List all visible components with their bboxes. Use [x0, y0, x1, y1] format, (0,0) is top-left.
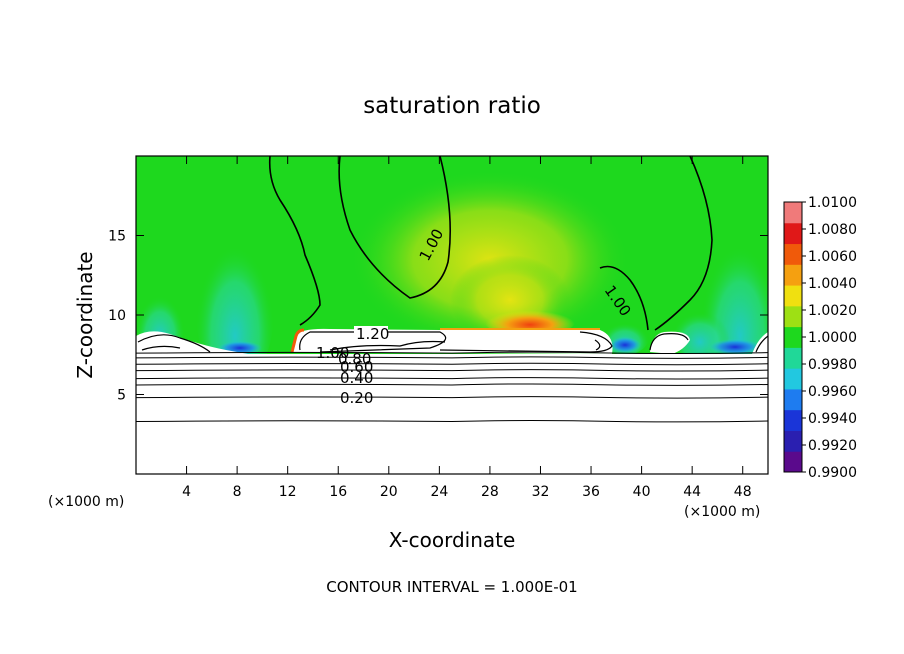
contour-label: 1.00	[316, 344, 349, 362]
x-axis: 4 8 12 16 20 24 28 32 36 40 44 48	[182, 156, 752, 500]
x-tick-label: 16	[329, 484, 347, 500]
y-axis: 5 10 15	[108, 229, 768, 404]
x-unit-note-right: (×1000 m)	[684, 504, 760, 520]
contour-level-line	[136, 383, 768, 386]
colorbar-swatch	[784, 347, 802, 369]
colorbar-tick-label: 1.0000	[808, 330, 857, 346]
x-tick-label: 4	[182, 484, 191, 500]
y-tick-label: 5	[117, 388, 126, 404]
colorbar-tick-label: 0.9980	[808, 357, 857, 373]
x-axis-label: X-coordinate	[389, 528, 516, 552]
x-tick-label: 48	[734, 484, 752, 500]
x-tick-label: 8	[233, 484, 242, 500]
contour-label: 1.20	[356, 325, 389, 343]
contour-level-line	[136, 362, 768, 366]
colorbar-tick-label: 0.9940	[808, 411, 857, 427]
x-tick-label: 36	[582, 484, 600, 500]
colorbar-swatch	[784, 243, 802, 265]
colorbar-tick-label: 0.9960	[808, 384, 857, 400]
contour-level-line	[136, 396, 768, 399]
colorbar-tick-label: 1.0060	[808, 249, 857, 265]
colorbar-swatch	[784, 305, 802, 328]
contour-label: 0.60	[340, 358, 373, 376]
contour-level-line	[136, 351, 768, 355]
colorbar-swatch	[784, 388, 802, 411]
contour-label: 0.80	[338, 350, 371, 368]
plot-area	[136, 156, 768, 474]
contour-labels: 1.00 1.00 1.20 1.00 0.80 0.60 0.40 0.20	[316, 226, 635, 407]
colorbar-swatch	[784, 430, 802, 452]
colorbar-swatch	[784, 326, 802, 348]
y-tick-label: 15	[108, 229, 126, 245]
x-tick-label: 20	[380, 484, 398, 500]
colorbar: 1.0100 1.0080 1.0060 1.0040 1.0020 1.0000 0.99…	[783, 195, 857, 481]
contour-level-line	[136, 377, 768, 380]
x-tick-label: 28	[481, 484, 499, 500]
y-tick-label: 10	[108, 308, 126, 324]
x-tick-label: 32	[532, 484, 550, 500]
contour-interval-footer: CONTOUR INTERVAL = 1.000E-01	[326, 578, 577, 596]
colorbar-tick-label: 1.0080	[808, 222, 857, 238]
colorbar-tick-label: 1.0020	[808, 303, 857, 319]
contour-level-line	[136, 356, 768, 359]
colorbar-swatch	[784, 409, 802, 431]
colorbar-swatch	[784, 222, 802, 245]
x-unit-note: (×1000 m)	[48, 494, 124, 510]
x-tick-label: 40	[633, 484, 651, 500]
chart-title: saturation ratio	[363, 93, 541, 119]
colorbar-swatch	[784, 451, 802, 473]
colorbar-swatch	[784, 285, 802, 307]
y-axis-label: Z-coordinate	[73, 251, 97, 378]
colorbar-swatch	[784, 264, 802, 286]
colorbar-tick-label: 1.0040	[808, 276, 857, 292]
contour-level-line	[136, 420, 768, 423]
contour-label: 0.20	[340, 389, 373, 407]
contour-level-line	[136, 369, 768, 372]
colorbar-tick-label: 1.0100	[808, 195, 857, 211]
colorbar-swatch	[784, 202, 802, 224]
contour-label: 0.40	[340, 369, 373, 387]
x-tick-label: 44	[683, 484, 701, 500]
x-tick-label: 24	[430, 484, 448, 500]
colorbar-tick-label: 0.9920	[808, 438, 857, 454]
colorbar-tick-label: 0.9900	[808, 465, 857, 481]
x-tick-label: 12	[279, 484, 297, 500]
colorbar-swatch	[784, 368, 802, 390]
